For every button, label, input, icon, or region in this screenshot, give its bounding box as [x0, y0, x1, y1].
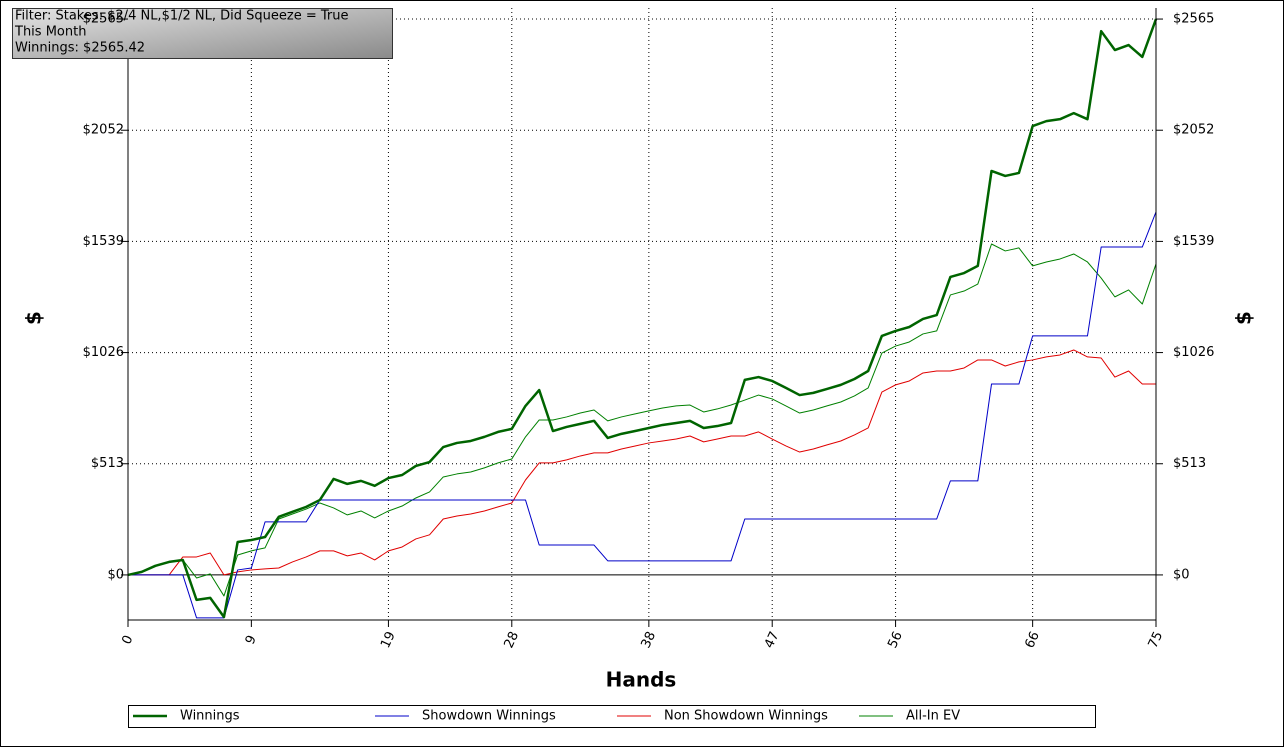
filter-line: Filter: Stakes: $2/4 NL,$1/2 NL, Did Squ… — [15, 9, 348, 24]
series-line — [128, 349, 1156, 576]
y-tick-label: $2052 — [83, 123, 124, 138]
x-tick-label: 19 — [378, 629, 399, 650]
legend-label: Showdown Winnings — [422, 709, 556, 724]
legend-label: Non Showdown Winnings — [664, 709, 828, 724]
y-tick-label-right: $2052 — [1173, 123, 1214, 138]
filter-line: This Month — [14, 25, 86, 40]
legend-label: All-In EV — [906, 709, 960, 724]
filter-box — [12, 8, 393, 59]
legend-label: Winnings — [180, 709, 240, 724]
y-tick-label-right: $0 — [1173, 567, 1190, 582]
series-line — [128, 211, 1157, 619]
legend-box — [128, 705, 1096, 728]
y-axis-title: $ — [22, 311, 46, 325]
y-tick-label: $1539 — [83, 234, 124, 249]
x-axis-title: Hands — [606, 668, 677, 692]
y-tick-label: $0 — [107, 567, 124, 582]
series-line — [127, 243, 1157, 597]
x-tick-label: 56 — [885, 629, 906, 650]
y-tick-label-right: $1539 — [1173, 234, 1214, 249]
x-tick-label: 28 — [501, 629, 522, 650]
x-tick-label: 66 — [1022, 629, 1043, 650]
series-line — [127, 18, 1158, 619]
x-tick-label: 38 — [639, 629, 660, 650]
x-tick-label: 47 — [762, 629, 783, 650]
y-tick-label: $513 — [91, 456, 124, 471]
y-tick-label: $1026 — [83, 345, 124, 360]
y-tick-label-right: $1026 — [1173, 345, 1214, 360]
y-tick-label-right: $513 — [1173, 456, 1206, 471]
y-tick-label: $2565 — [83, 12, 124, 27]
y-tick-label-right: $2565 — [1173, 12, 1214, 27]
filter-line: Winnings: $2565.42 — [15, 41, 145, 56]
x-tick-label: 75 — [1146, 629, 1167, 650]
y-axis-title-right: $ — [1232, 311, 1256, 325]
plot-area — [127, 8, 1158, 620]
